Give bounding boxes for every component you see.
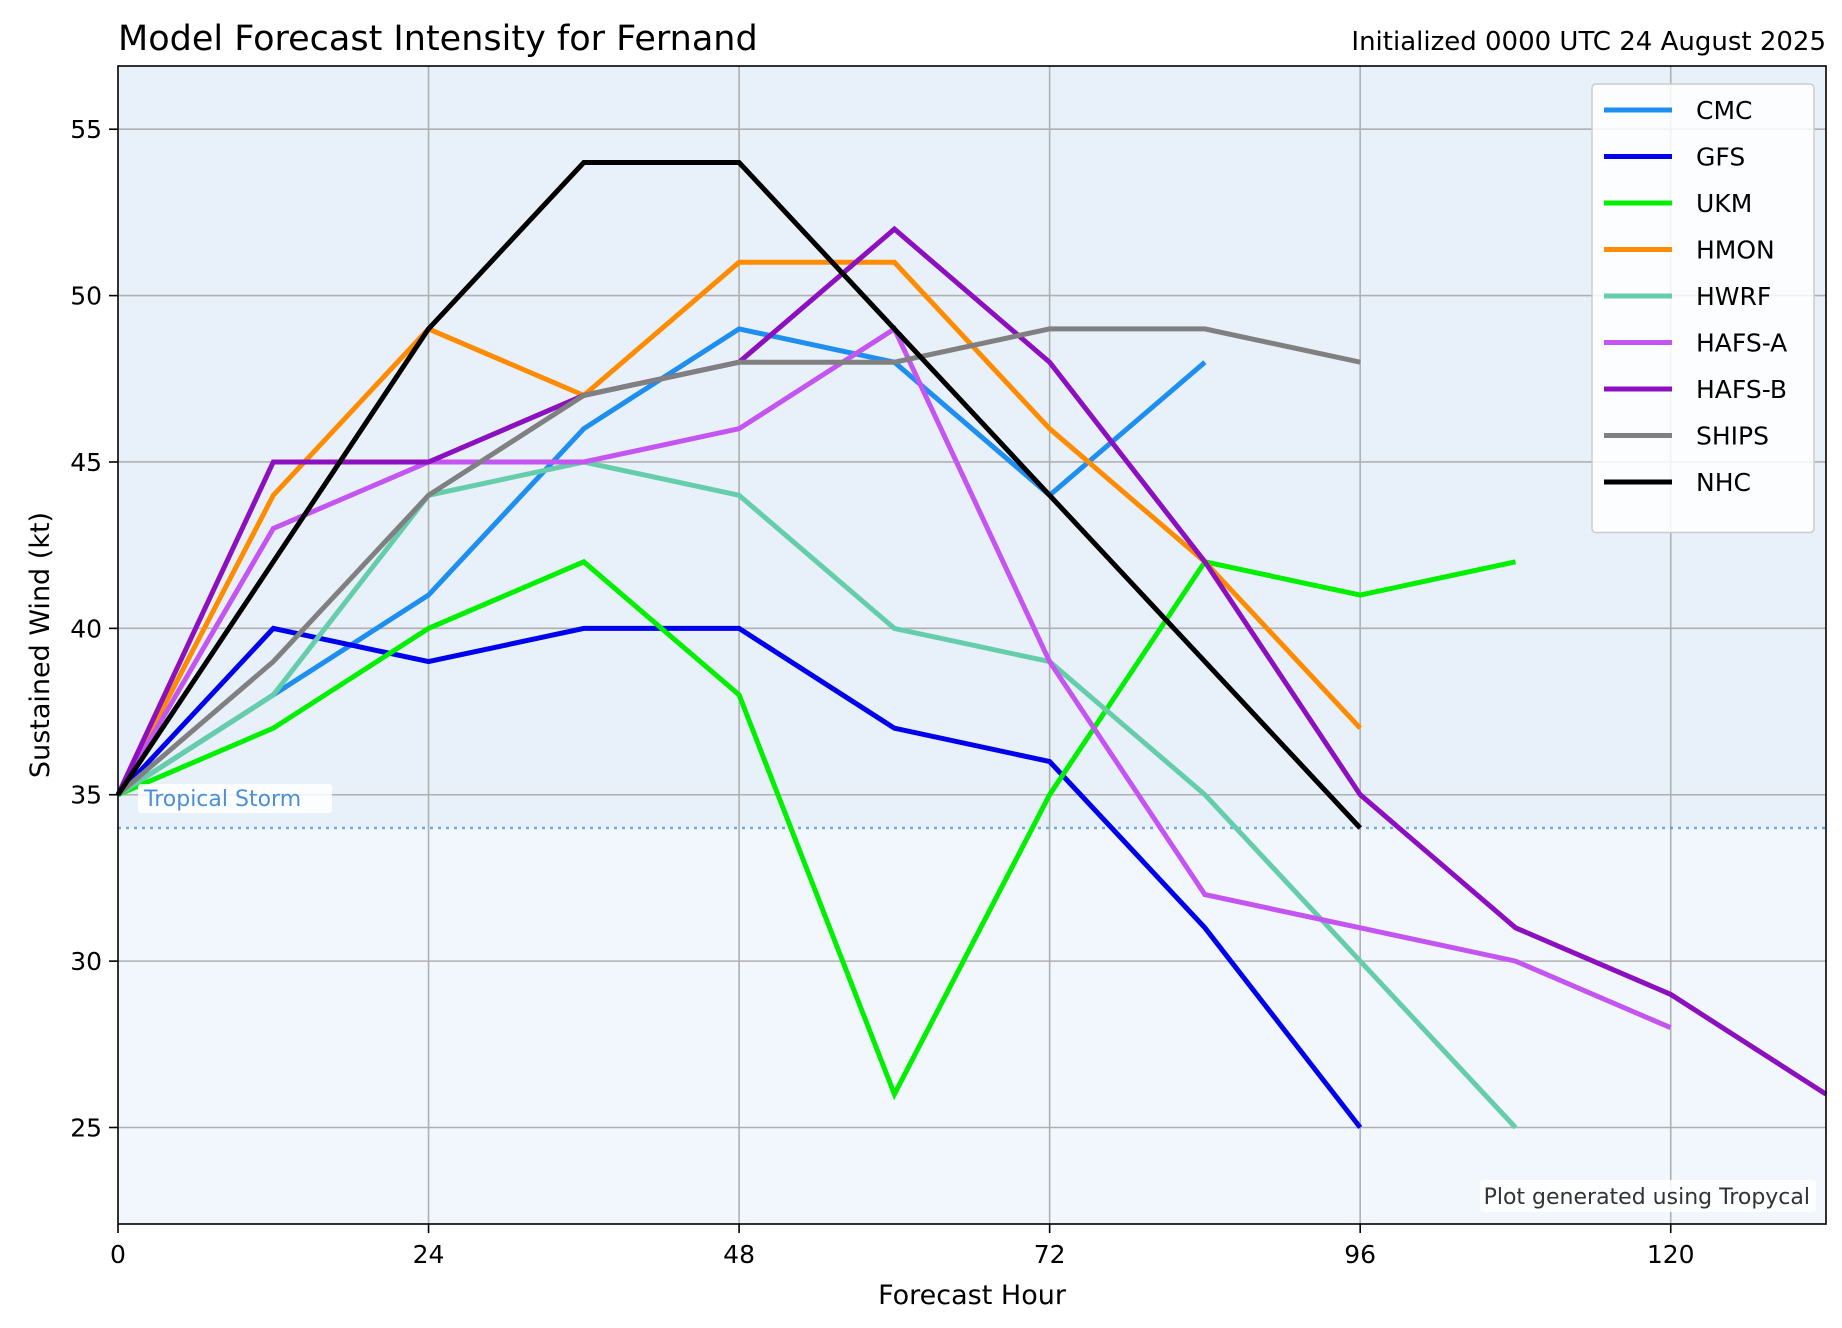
legend-label-hwrf: HWRF [1696,282,1771,311]
legend-label-hafs-a: HAFS-A [1696,329,1787,358]
series-line-ukm [117,558,1517,1101]
series-line-ships [116,326,1361,797]
legend-label-gfs: GFS [1696,143,1745,172]
x-axis-ticks: 0 24 48 72 96 120 [110,1224,1695,1269]
y-tick-label: 50 [70,282,102,311]
series-line-gfs [116,625,1363,1130]
credit-text: Plot generated using Tropycal [1484,1185,1810,1210]
series-line-hafs-b [115,225,1828,1097]
chart-title: Model Forecast Intensity for Fernand [118,19,758,59]
legend-label-nhc: NHC [1696,468,1751,497]
legend-label-ships: SHIPS [1696,422,1769,451]
x-tick-label: 120 [1647,1240,1695,1269]
series-lines [115,160,1828,1130]
legend-label-ukm: UKM [1696,189,1752,218]
x-axis-title: Forecast Hour [878,1280,1067,1311]
legend: CMC GFS UKM HMON HWRF HAFS-A HAFS-B SHIPS NHC [1591,83,1815,534]
plot-bg-above-threshold [118,66,1826,829]
legend-label-hmon: HMON [1696,236,1775,265]
y-axis-title: Sustained Wind (kt) [25,512,56,778]
threshold-label: Tropical Storm [143,787,301,812]
y-tick-label: 30 [70,947,102,976]
y-axis-ticks: 25 30 35 40 45 50 55 [70,115,118,1143]
y-tick-label: 35 [70,781,102,810]
x-tick-label: 24 [413,1240,445,1269]
plot-frame [117,65,1827,1225]
plot-bg-below-threshold [118,828,1826,1224]
legend-label-cmc: CMC [1696,96,1752,125]
series-line-hwrf [116,459,1518,1130]
y-tick-label: 40 [70,614,102,643]
series-line-hmon [115,259,1363,796]
y-tick-label: 55 [70,115,102,144]
plot-background [118,66,1826,1224]
x-tick-label: 72 [1034,1240,1066,1269]
x-tick-label: 48 [723,1240,755,1269]
x-tick-label: 0 [110,1240,126,1269]
y-tick-label: 45 [70,448,102,477]
x-tick-label: 96 [1344,1240,1376,1269]
threshold-label-background [138,784,332,814]
y-tick-label: 25 [70,1114,102,1143]
legend-label-hafs-b: HAFS-B [1696,375,1787,404]
legend-frame [1591,83,1815,534]
series-line-nhc [115,160,1363,830]
chart-subtitle: Initialized 0000 UTC 24 August 2025 [1351,27,1826,57]
credit-background [1480,1180,1816,1212]
